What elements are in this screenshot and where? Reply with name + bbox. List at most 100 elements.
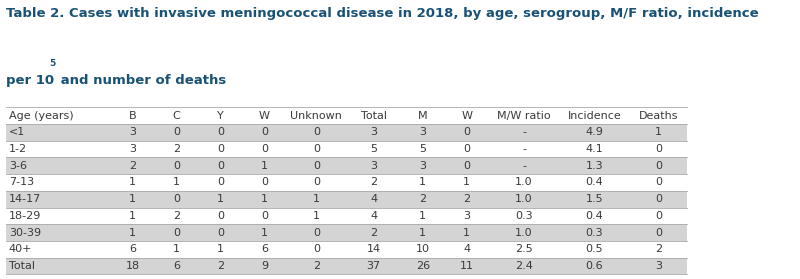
Text: 1.5: 1.5 xyxy=(586,194,603,204)
Text: 1: 1 xyxy=(419,228,426,237)
Text: Y: Y xyxy=(217,111,224,121)
Text: 2: 2 xyxy=(313,261,320,271)
Text: 3: 3 xyxy=(129,144,136,154)
Text: 11: 11 xyxy=(460,261,474,271)
Text: 3: 3 xyxy=(419,128,426,138)
Text: 3: 3 xyxy=(655,261,662,271)
Text: 0.4: 0.4 xyxy=(586,177,603,187)
Text: 1: 1 xyxy=(419,211,426,221)
Bar xyxy=(6,224,687,241)
Text: 0: 0 xyxy=(261,128,268,138)
Text: C: C xyxy=(173,111,180,121)
Text: M/W ratio: M/W ratio xyxy=(497,111,551,121)
Text: 4: 4 xyxy=(463,244,470,254)
Text: M: M xyxy=(418,111,428,121)
Text: 1: 1 xyxy=(129,194,136,204)
Text: 1.0: 1.0 xyxy=(515,177,533,187)
Bar xyxy=(6,141,687,157)
Text: 40+: 40+ xyxy=(9,244,32,254)
Text: 1: 1 xyxy=(261,228,268,237)
Text: 4.1: 4.1 xyxy=(586,144,603,154)
Text: Age (years): Age (years) xyxy=(9,111,74,121)
Text: and number of deaths: and number of deaths xyxy=(56,74,226,87)
Text: 30-39: 30-39 xyxy=(9,228,41,237)
Text: 37: 37 xyxy=(366,261,381,271)
Text: 1: 1 xyxy=(129,228,136,237)
Text: Table 2. Cases with invasive meningococcal disease in 2018, by age, serogroup, M: Table 2. Cases with invasive meningococc… xyxy=(6,7,759,20)
Text: 6: 6 xyxy=(173,261,180,271)
Text: 1: 1 xyxy=(173,244,180,254)
Bar xyxy=(6,191,687,208)
Text: 1: 1 xyxy=(313,211,320,221)
Text: 0.3: 0.3 xyxy=(586,228,603,237)
Text: 1: 1 xyxy=(261,161,268,171)
Text: 0: 0 xyxy=(173,228,180,237)
Text: Total: Total xyxy=(9,261,35,271)
Text: 2: 2 xyxy=(173,211,180,221)
Text: 1: 1 xyxy=(313,194,320,204)
Text: 7-13: 7-13 xyxy=(9,177,34,187)
Text: 9: 9 xyxy=(261,261,268,271)
Text: 3-6: 3-6 xyxy=(9,161,26,171)
Bar xyxy=(6,258,687,274)
Text: 5: 5 xyxy=(419,144,426,154)
Text: 0: 0 xyxy=(313,161,320,171)
Text: 0.6: 0.6 xyxy=(586,261,603,271)
Text: 2: 2 xyxy=(370,228,377,237)
Text: Total: Total xyxy=(361,111,386,121)
Text: 2.5: 2.5 xyxy=(515,244,533,254)
Bar xyxy=(6,157,687,174)
Text: 2: 2 xyxy=(463,194,470,204)
Text: 1: 1 xyxy=(655,128,662,138)
Text: 0: 0 xyxy=(313,228,320,237)
Text: 6: 6 xyxy=(129,244,136,254)
Text: -: - xyxy=(522,128,526,138)
Text: 0: 0 xyxy=(217,177,224,187)
Text: 0: 0 xyxy=(313,144,320,154)
Text: 5: 5 xyxy=(370,144,377,154)
Text: 6: 6 xyxy=(261,244,268,254)
Text: 18: 18 xyxy=(126,261,139,271)
Text: 0: 0 xyxy=(173,161,180,171)
Text: 1.3: 1.3 xyxy=(586,161,603,171)
Text: 0: 0 xyxy=(217,211,224,221)
Text: 1: 1 xyxy=(463,177,470,187)
Text: 1: 1 xyxy=(463,228,470,237)
Text: 0: 0 xyxy=(655,211,662,221)
Bar xyxy=(6,208,687,224)
Text: 4.9: 4.9 xyxy=(586,128,603,138)
Text: 0.5: 0.5 xyxy=(586,244,603,254)
Text: 2: 2 xyxy=(173,144,180,154)
Text: 2: 2 xyxy=(217,261,224,271)
Text: 0: 0 xyxy=(463,128,470,138)
Text: 10: 10 xyxy=(416,244,430,254)
Text: 2: 2 xyxy=(129,161,136,171)
Text: 1: 1 xyxy=(217,244,224,254)
Text: 3: 3 xyxy=(370,161,377,171)
Text: 2: 2 xyxy=(370,177,377,187)
Text: 26: 26 xyxy=(416,261,430,271)
Text: B: B xyxy=(129,111,136,121)
Bar xyxy=(6,241,687,258)
Text: W: W xyxy=(462,111,472,121)
Text: <1: <1 xyxy=(9,128,25,138)
Text: 0: 0 xyxy=(655,144,662,154)
Text: 0: 0 xyxy=(261,144,268,154)
Text: 4: 4 xyxy=(370,211,377,221)
Text: 2: 2 xyxy=(419,194,426,204)
Text: 0.4: 0.4 xyxy=(586,211,603,221)
Text: 0: 0 xyxy=(261,177,268,187)
Text: 0: 0 xyxy=(261,211,268,221)
Text: Deaths: Deaths xyxy=(638,111,678,121)
Text: 1: 1 xyxy=(129,211,136,221)
Text: 0: 0 xyxy=(463,144,470,154)
Text: 0: 0 xyxy=(217,144,224,154)
Text: 1.0: 1.0 xyxy=(515,194,533,204)
Text: 1: 1 xyxy=(173,177,180,187)
Text: 1: 1 xyxy=(129,177,136,187)
Text: per 10: per 10 xyxy=(6,74,54,87)
Text: 0: 0 xyxy=(655,161,662,171)
Text: 3: 3 xyxy=(463,211,470,221)
Text: 2.4: 2.4 xyxy=(515,261,533,271)
Text: 18-29: 18-29 xyxy=(9,211,41,221)
